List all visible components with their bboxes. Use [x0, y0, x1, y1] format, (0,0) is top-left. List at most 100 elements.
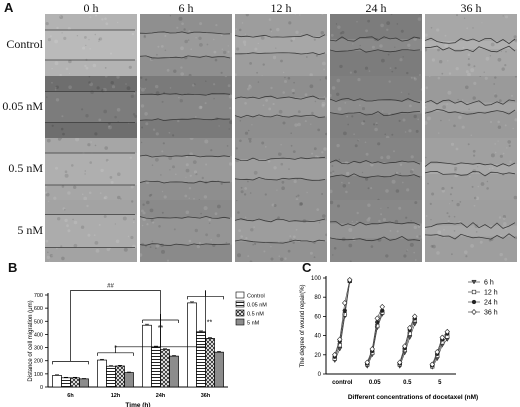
time-label: 12 h: [270, 1, 292, 15]
legend-label: Control: [247, 294, 265, 300]
series-line: [431, 331, 448, 365]
x-axis-label: Different concentrations of docetaxel (n…: [348, 394, 478, 401]
bar: [97, 359, 107, 388]
panel-c-letter: C: [302, 260, 312, 275]
significance-mark: **: [158, 325, 164, 332]
micrograph-tile: [45, 138, 137, 200]
series-line: [334, 280, 351, 359]
legend-label: 36 h: [484, 310, 498, 317]
marker-36h: [369, 346, 375, 352]
x-tick-label: 0.5: [403, 380, 412, 386]
legend-swatch: [235, 291, 245, 299]
micrograph-tile: [330, 76, 422, 138]
legend-label: 0.05 nM: [247, 303, 267, 309]
bar: [61, 377, 71, 388]
panel-b-letter: B: [8, 260, 18, 275]
significance-mark: ##: [107, 283, 114, 289]
micrograph-tile: [425, 200, 517, 262]
marker-36h: [374, 315, 380, 322]
x-tick-label: 24h: [156, 393, 166, 399]
micrograph-tile: [235, 76, 327, 138]
series-line: [334, 280, 351, 357]
bar: [187, 302, 197, 388]
micrograph-tile: [140, 200, 232, 262]
y-tick-label: 500: [34, 319, 43, 325]
bar: [214, 351, 224, 388]
marker-36h: [434, 348, 440, 355]
micrograph-tile: [235, 138, 327, 200]
micrograph-tile: [235, 14, 327, 76]
marker-36h: [337, 336, 343, 343]
marker-36h: [412, 313, 418, 320]
x-tick-label: control: [332, 380, 353, 386]
bar: [196, 331, 206, 388]
y-tick-label: 60: [314, 314, 321, 320]
marker-36h: [364, 359, 370, 366]
y-tick-label: 400: [34, 332, 43, 338]
y-tick-label: 40: [314, 334, 321, 340]
legend-swatch: [235, 318, 245, 326]
time-label: 24 h: [365, 1, 387, 15]
time-label: 6 h: [178, 1, 194, 15]
condition-label: Control: [6, 37, 43, 51]
marker-36h: [439, 334, 445, 341]
marker-36h: [402, 343, 408, 350]
legend-swatch: [235, 309, 245, 317]
series-line: [431, 336, 448, 367]
x-tick-label: 36h: [201, 393, 211, 399]
y-tick-label: 100: [311, 276, 322, 282]
y-tick-label: 300: [34, 346, 43, 352]
micrograph-tile: [425, 14, 517, 76]
condition-label: 5 nM: [17, 223, 43, 237]
legend-label: 6 h: [484, 280, 494, 287]
marker-36h: [379, 303, 385, 310]
bar: [151, 346, 161, 388]
micrograph-tile: [45, 14, 137, 76]
panel-a-letter: A: [4, 0, 14, 15]
series-line: [431, 333, 448, 366]
y-tick-label: 700: [34, 293, 43, 299]
y-axis-label: Distance of cell migration (μm): [28, 300, 34, 381]
marker-36h: [429, 361, 435, 368]
x-tick-label: 6h: [67, 393, 74, 399]
legend-swatch: [235, 300, 245, 308]
condition-label: 0.5 nM: [8, 161, 43, 175]
bar: [79, 378, 89, 388]
series-line: [399, 323, 416, 367]
marker-6h: [471, 279, 477, 285]
y-tick-label: 20: [314, 353, 321, 359]
marker-36h: [342, 300, 348, 306]
legend-label: 5 nM: [247, 321, 260, 327]
wound-repair-line-chart: 0 20 40 60 80 100 The degree of wound repair(%…: [300, 276, 498, 401]
x-axis-label: Time (h): [125, 402, 150, 407]
marker-12h: [471, 289, 477, 295]
y-tick-label: 0: [318, 372, 322, 378]
bar: [169, 355, 179, 388]
x-tick-label: 5: [438, 380, 442, 386]
marker-24h: [471, 299, 477, 305]
series-line: [399, 316, 416, 363]
time-label: 36 h: [460, 1, 482, 15]
condition-label: 0.05 nM: [2, 99, 43, 113]
micrograph-tile: [45, 76, 137, 138]
y-tick-label: 600: [34, 306, 43, 312]
micrograph-tile: [140, 14, 232, 76]
bar: [142, 324, 152, 388]
series-line: [366, 306, 383, 363]
series-line: [366, 310, 383, 364]
marker-36h: [407, 324, 413, 331]
bar: [124, 372, 134, 388]
legend-label: 12 h: [484, 290, 498, 297]
series-line: [366, 312, 383, 365]
y-tick-label: 100: [34, 372, 43, 378]
bar: [70, 377, 80, 388]
y-tick-label: 200: [34, 359, 43, 365]
micrograph-tile: [425, 76, 517, 138]
series-line: [366, 314, 383, 367]
micrograph-tile: [330, 138, 422, 200]
micrograph-tile: [140, 76, 232, 138]
time-label: 0 h: [83, 1, 99, 15]
marker-36h: [444, 328, 450, 335]
micrograph-tile: [330, 14, 422, 76]
